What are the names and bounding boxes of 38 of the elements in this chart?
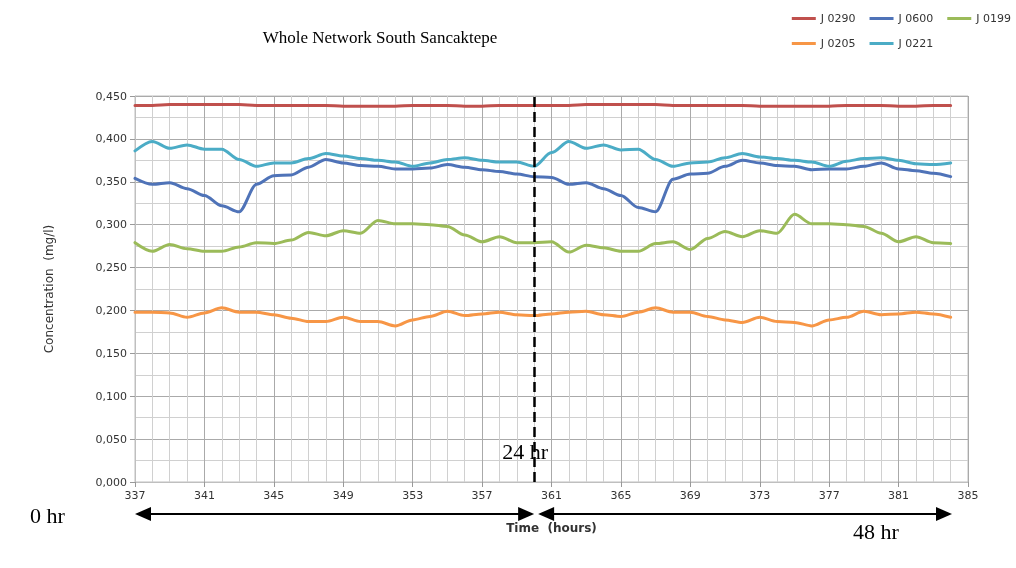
x-tick-label: 349 <box>332 489 354 502</box>
line-series <box>133 139 953 168</box>
chart-title: Whole Network South Sancaktepe <box>262 28 498 47</box>
x-tick-label: 341 <box>193 489 215 502</box>
line-series <box>133 157 953 214</box>
x-tick-label: 361 <box>541 489 562 502</box>
x-tick-label: 381 <box>888 489 910 502</box>
legend-label: J 0600 <box>897 12 934 25</box>
x-tick-label: 385 <box>957 489 979 502</box>
legend-label: J 0221 <box>897 37 934 50</box>
y-tick-label: 0,450 <box>95 89 127 103</box>
y-tick-label: 0,100 <box>95 389 127 403</box>
x-tick-label: 373 <box>749 489 771 502</box>
line-series <box>133 306 953 328</box>
legend-label: J 0205 <box>819 37 856 50</box>
text: 0 hr <box>30 502 66 528</box>
line-series <box>133 212 953 254</box>
y-tick-label: 0,050 <box>95 432 127 446</box>
x-tick-label: 365 <box>610 489 632 502</box>
x-axis-title: Time (hours) <box>506 521 597 535</box>
legend-label: J 0199 <box>975 12 1012 25</box>
x-tick-label: 337 <box>124 489 146 502</box>
legend-label: J 0290 <box>819 12 856 25</box>
x-tick-label: 345 <box>263 489 285 502</box>
text: 48 hr <box>853 518 900 544</box>
y-tick-label: 0,200 <box>95 303 127 317</box>
y-tick-label: 0,150 <box>95 346 127 360</box>
y-tick-label: 0,250 <box>95 261 127 275</box>
x-tick-label: 369 <box>679 489 701 502</box>
x-tick-label: 377 <box>818 489 840 502</box>
y-tick-label: 0,300 <box>95 218 127 232</box>
y-tick-label: 0,350 <box>95 175 127 189</box>
y-tick-label: 0,000 <box>95 475 127 489</box>
x-tick-label: 353 <box>402 489 424 502</box>
y-tick-label: 0,400 <box>95 132 127 146</box>
x-tick-label: 357 <box>471 489 493 502</box>
ref-line-label: 24 hr <box>502 438 549 464</box>
y-axis-title: Concentration (mg/l) <box>42 224 56 354</box>
